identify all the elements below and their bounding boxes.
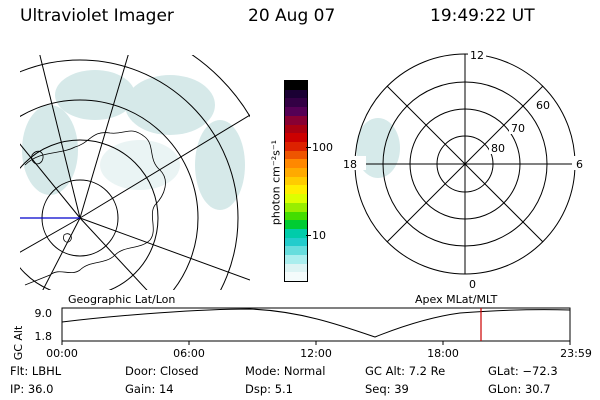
time-tick: 00:00 — [46, 347, 78, 360]
altitude-plot: GC Alt 9.0 1.8 00:00 06:00 12:00 18:00 2… — [12, 307, 592, 360]
altitude-curve — [61, 308, 571, 338]
mlt-label-12: 12 — [470, 49, 484, 62]
colorbar-segment — [285, 255, 307, 264]
time-tick: 12:00 — [300, 347, 332, 360]
colorbar-segment — [285, 211, 307, 221]
altitude-plot-frame — [61, 307, 571, 342]
info-glon: GLon: 30.7 — [488, 382, 551, 396]
colorbar-segment — [285, 220, 307, 229]
colorbar-tick-mark — [306, 147, 311, 148]
colorbar-tick-100: 100 — [312, 141, 333, 154]
colorbar-segment — [285, 176, 307, 186]
colorbar-segment — [285, 98, 307, 108]
info-glat: GLat: −72.3 — [488, 364, 558, 378]
colorbar-unit-label: photon cm⁻²s⁻¹ — [269, 139, 283, 226]
mlt-label-18: 18 — [343, 158, 357, 171]
apex-label: Apex MLat/MLT — [415, 293, 498, 306]
coastline — [24, 130, 166, 286]
colorbar-segment — [285, 237, 307, 247]
time-tick: 06:00 — [173, 347, 205, 360]
colorbar-tick-10: 10 — [312, 229, 326, 242]
colorbar-segment — [285, 263, 307, 273]
observation-time: 19:49:22 UT — [430, 6, 535, 26]
colorbar-segment — [285, 150, 307, 160]
info-seq: Seq: 39 — [365, 382, 409, 396]
colorbar-segment — [285, 228, 307, 238]
mlat-label-70: 70 — [511, 122, 525, 135]
colorbar-segment — [285, 272, 307, 282]
colorbar-segment — [285, 115, 307, 125]
polar-map: 12 6 18 0 60 70 80 — [340, 48, 584, 291]
altitude-axis-label: GC Alt — [12, 325, 25, 360]
colorbar-segment — [285, 133, 307, 142]
mlat-label-60: 60 — [536, 99, 550, 112]
colorbar-segment — [285, 202, 307, 212]
info-ip: IP: 36.0 — [10, 382, 54, 396]
colorbar-segment — [285, 81, 307, 90]
altitude-tick-high: 9.0 — [35, 307, 53, 320]
longitude-lines — [20, 55, 250, 290]
info-dsp: Dsp: 5.1 — [245, 382, 293, 396]
colorbar-segment — [285, 107, 307, 116]
info-mode: Mode: Normal — [245, 364, 326, 378]
mlt-label-0: 0 — [469, 278, 476, 291]
instrument-title: Ultraviolet Imager — [20, 6, 174, 26]
colorbar-segment — [285, 159, 307, 169]
info-door: Door: Closed — [125, 364, 199, 378]
colorbar-segment — [285, 168, 307, 177]
time-tick: 23:59 — [560, 347, 592, 360]
time-tick: 18:00 — [427, 347, 459, 360]
colorbar-segment — [285, 185, 307, 195]
geographic-map — [20, 55, 250, 290]
mlt-spokes — [355, 54, 575, 274]
colorbar-segment — [285, 194, 307, 203]
colorbar-segment — [285, 141, 307, 151]
geographic-label: Geographic Lat/Lon — [68, 293, 176, 306]
colorbar-segment — [285, 89, 307, 99]
mlat-label-80: 80 — [491, 142, 505, 155]
colorbar — [284, 80, 308, 282]
emission-patches — [22, 70, 245, 210]
info-gc-alt: GC Alt: 7.2 Re — [365, 364, 446, 378]
altitude-tick-low: 1.8 — [35, 330, 53, 343]
colorbar-segment — [285, 124, 307, 134]
info-gain: Gain: 14 — [125, 382, 174, 396]
colorbar-segment — [285, 246, 307, 256]
info-flt: Flt: LBHL — [10, 364, 62, 378]
mlt-label-6: 6 — [576, 158, 583, 171]
observation-date: 20 Aug 07 — [248, 6, 336, 26]
colorbar-tick-mark — [306, 235, 311, 236]
